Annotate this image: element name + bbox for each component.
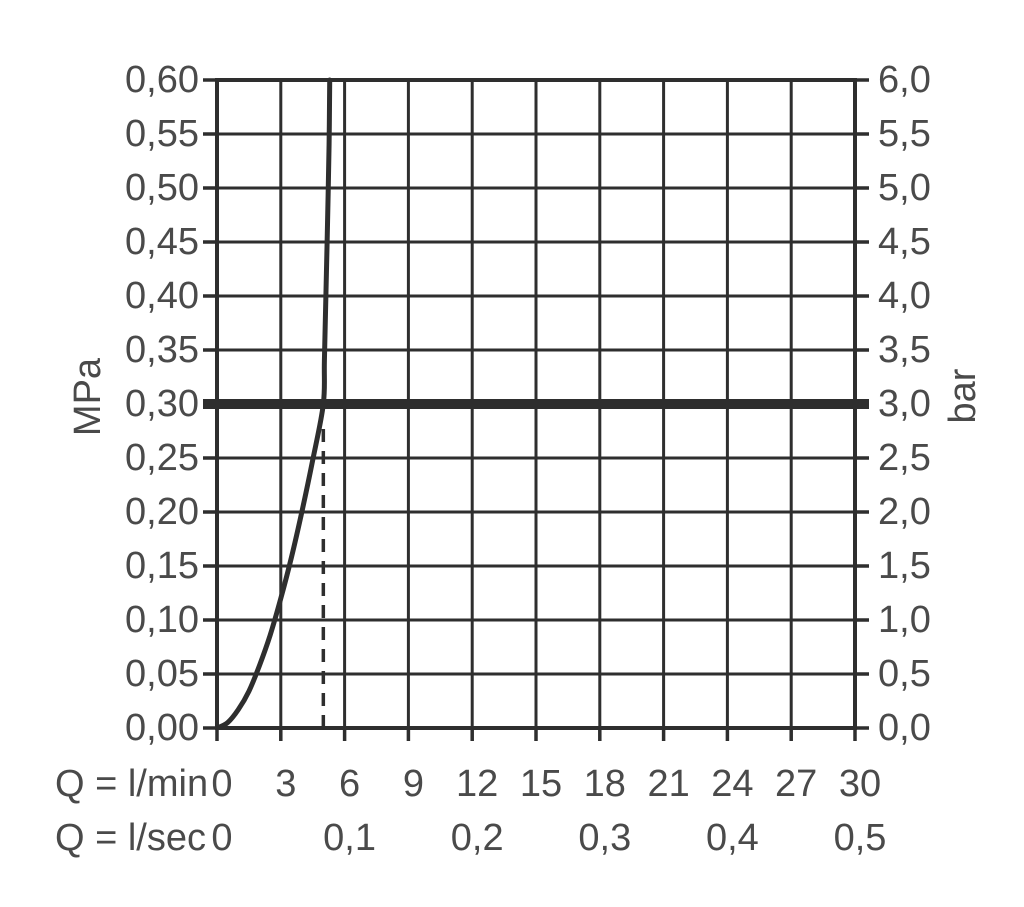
y-axis-left-unit-label: MPa	[67, 357, 109, 437]
y-left-tick-label: 0,55	[125, 113, 199, 155]
x-lsec-tick-label: 0,2	[451, 817, 504, 859]
y-left-tick-label: 0,50	[125, 167, 199, 209]
y-left-tick-label: 0,00	[125, 707, 199, 749]
y-left-tick-label: 0,45	[125, 221, 199, 263]
x-axis-lsec-row-label: Q = l/sec	[55, 817, 206, 859]
y-right-tick-label: 0,0	[878, 707, 931, 749]
x-lmin-tick-label: 15	[520, 763, 562, 805]
y-left-tick-label: 0,30	[125, 383, 199, 425]
x-axis-lmin-row-label: Q = l/min	[55, 763, 209, 805]
x-lmin-tick-label: 6	[339, 763, 360, 805]
x-lmin-tick-label: 0	[211, 763, 232, 805]
y-right-tick-label: 5,0	[878, 167, 931, 209]
y-right-tick-label: 0,5	[878, 653, 931, 695]
x-lmin-tick-label: 9	[403, 763, 424, 805]
x-lmin-tick-label: 30	[839, 763, 881, 805]
x-lsec-tick-label: 0,5	[834, 817, 887, 859]
y-left-tick-label: 0,40	[125, 275, 199, 317]
y-right-tick-label: 6,0	[878, 59, 931, 101]
y-left-tick-label: 0,35	[125, 329, 199, 371]
y-left-tick-label: 0,05	[125, 653, 199, 695]
y-right-tick-label: 1,5	[878, 545, 931, 587]
x-lsec-tick-label: 0,4	[706, 817, 759, 859]
x-lsec-tick-label: 0	[211, 817, 232, 859]
y-axis-right-unit-label: bar	[942, 368, 984, 424]
x-lmin-tick-label: 18	[584, 763, 626, 805]
y-left-tick-label: 0,25	[125, 437, 199, 479]
y-left-tick-label: 0,10	[125, 599, 199, 641]
x-lsec-tick-label: 0,3	[578, 817, 631, 859]
y-right-tick-label: 1,0	[878, 599, 931, 641]
y-left-tick-label: 0,60	[125, 59, 199, 101]
y-right-tick-label: 4,5	[878, 221, 931, 263]
x-lmin-tick-label: 27	[775, 763, 817, 805]
x-lmin-tick-label: 12	[456, 763, 498, 805]
pressure-loss-curve	[214, 77, 333, 731]
y-right-tick-label: 2,5	[878, 437, 931, 479]
y-right-tick-label: 3,5	[878, 329, 931, 371]
y-right-tick-label: 5,5	[878, 113, 931, 155]
y-right-tick-label: 2,0	[878, 491, 931, 533]
x-lsec-tick-label: 0,1	[323, 817, 376, 859]
y-left-tick-label: 0,20	[125, 491, 199, 533]
y-right-tick-label: 3,0	[878, 383, 931, 425]
y-left-tick-label: 0,15	[125, 545, 199, 587]
x-lmin-tick-label: 24	[711, 763, 753, 805]
x-lmin-tick-label: 3	[275, 763, 296, 805]
x-lmin-tick-label: 21	[647, 763, 689, 805]
y-right-tick-label: 4,0	[878, 275, 931, 317]
